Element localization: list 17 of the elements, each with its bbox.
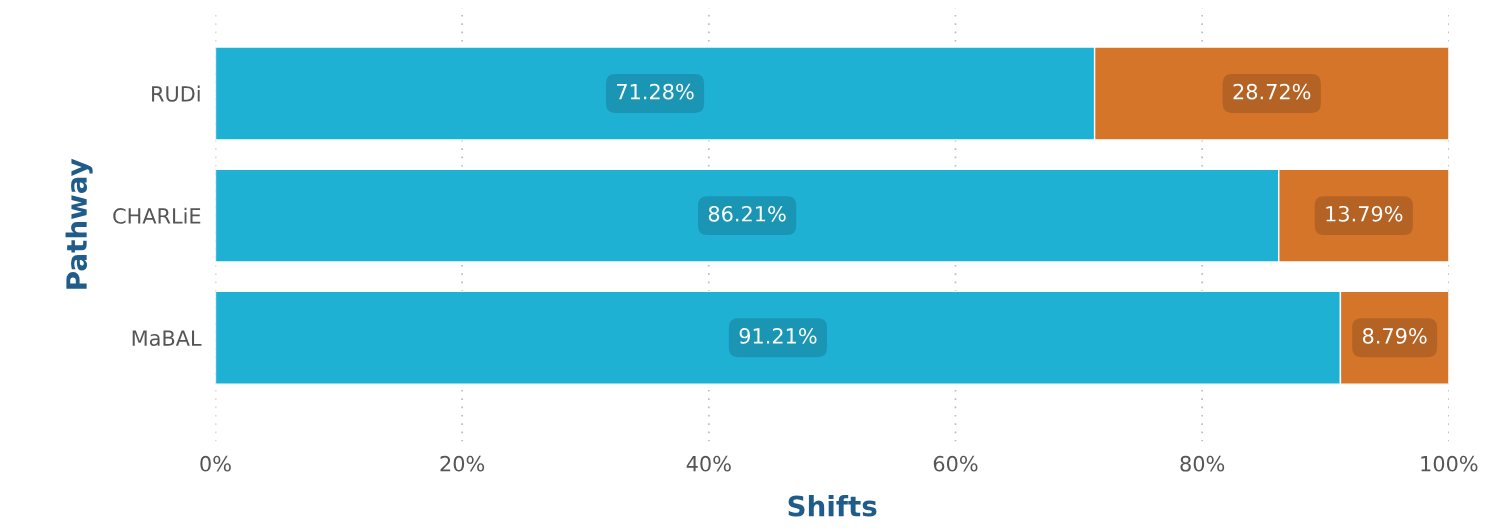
data-label: 86.21%: [708, 205, 786, 222]
x-tick-label: 60%: [933, 455, 978, 472]
y-tick-label: CHARLiE: [113, 207, 201, 224]
x-tick-label: 100%: [1421, 455, 1478, 472]
y-tick-label: MaBAL: [132, 330, 202, 346]
x-axis-title: Shifts: [788, 495, 877, 517]
x-tick-label: 20%: [440, 455, 485, 472]
x-tick-label: 40%: [686, 455, 731, 472]
data-label: 28.72%: [1233, 83, 1311, 100]
x-tick-label: 80%: [1180, 455, 1225, 472]
data-label: 71.28%: [617, 83, 694, 100]
y-tick-label: RUDi: [152, 85, 200, 102]
y-axis-title: Pathway: [65, 158, 93, 289]
data-label: 13.79%: [1326, 205, 1403, 222]
x-tick-label: 0%: [200, 455, 231, 472]
data-label: 91.21%: [739, 328, 817, 344]
data-label: 8.79%: [1362, 328, 1427, 344]
